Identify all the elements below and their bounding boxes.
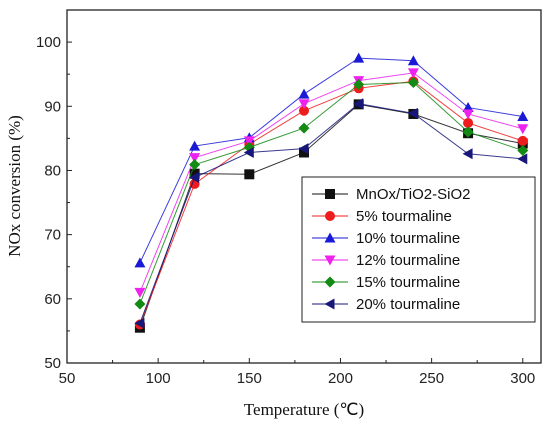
legend-swatch-marker (325, 211, 335, 221)
data-point (517, 135, 528, 146)
series-line (139, 72, 523, 293)
data-point (517, 124, 529, 135)
y-tick-label: 100 (36, 34, 61, 51)
y-tick-label: 50 (44, 355, 61, 372)
x-tick-label: 150 (237, 370, 262, 387)
legend-item: 5% tourmaline (312, 208, 452, 225)
data-point (134, 287, 146, 298)
x-axis-label: Temperature (℃) (244, 400, 364, 419)
data-point (189, 140, 201, 151)
data-point (353, 78, 365, 90)
data-point (517, 153, 528, 165)
legend-label: 15% tourmaline (356, 274, 460, 291)
legend-label: 5% tourmaline (356, 208, 452, 225)
data-point (298, 88, 310, 99)
data-point (134, 317, 145, 329)
legend-label: 10% tourmaline (356, 230, 460, 247)
series-line (139, 80, 523, 325)
x-tick-label: 100 (146, 370, 171, 387)
legend-swatch-marker (324, 232, 336, 243)
data-point (299, 105, 309, 116)
legend-item: MnOx/TiO2-SiO2 (312, 186, 470, 203)
x-axis-ticks: 50 100 150 200 250 300 (59, 358, 535, 387)
data-point (243, 146, 254, 158)
x-tick-label: 300 (510, 370, 535, 387)
series-line (139, 82, 523, 305)
data-point (462, 126, 474, 138)
data-point (189, 153, 201, 164)
series-6 (134, 98, 528, 329)
data-point (517, 145, 529, 157)
y-tick-label: 80 (44, 162, 61, 179)
data-point (189, 168, 200, 179)
data-point (462, 148, 473, 160)
data-point (517, 111, 529, 122)
data-point (463, 117, 474, 128)
data-point (407, 68, 419, 79)
legend-box (301, 176, 536, 323)
data-point (299, 147, 309, 158)
data-point (298, 122, 310, 134)
legend-swatch-marker (324, 255, 336, 266)
y-tick-label: 90 (44, 98, 61, 115)
data-point (353, 98, 364, 110)
y-tick-label: 70 (44, 227, 61, 244)
x-tick-label: 50 (59, 370, 76, 387)
data-point (407, 77, 419, 89)
data-point (298, 99, 310, 110)
data-point (244, 169, 255, 180)
legend-label: MnOx/TiO2-SiO2 (356, 186, 470, 203)
legend-swatch-marker (325, 189, 335, 199)
legend-item: 12% tourmaline (312, 252, 460, 269)
data-point (298, 143, 309, 155)
series-5 (134, 77, 529, 310)
legend-item: 15% tourmaline (312, 274, 460, 291)
data-point (134, 257, 146, 268)
series-layer (134, 52, 529, 333)
legend-label: 12% tourmaline (356, 252, 460, 269)
y-axis-ticks: 50 60 70 80 90 100 (36, 34, 72, 372)
y-tick-label: 60 (44, 291, 61, 308)
legend: MnOx/TiO2-SiO2 5% tourmaline 10% tourmalin… (301, 176, 536, 323)
data-point (462, 109, 474, 120)
x-tick-label: 200 (328, 370, 353, 387)
y-axis-label: NOx conversion (%) (5, 115, 24, 257)
series-4 (134, 68, 529, 298)
series-line (139, 57, 523, 264)
data-point (134, 298, 146, 310)
legend-label: 20% tourmaline (356, 296, 460, 313)
data-point (407, 107, 418, 119)
data-point (407, 55, 419, 66)
legend-swatch-marker (324, 298, 335, 310)
x-tick-label: 250 (419, 370, 444, 387)
legend-swatch-marker (324, 276, 336, 288)
legend-item: 10% tourmaline (312, 230, 460, 247)
data-point (353, 52, 365, 63)
data-point (189, 159, 201, 171)
data-point (243, 136, 255, 147)
series-line (139, 103, 523, 324)
plot-frame (66, 9, 542, 364)
data-point (189, 172, 200, 184)
legend-item: 20% tourmaline (312, 296, 460, 313)
